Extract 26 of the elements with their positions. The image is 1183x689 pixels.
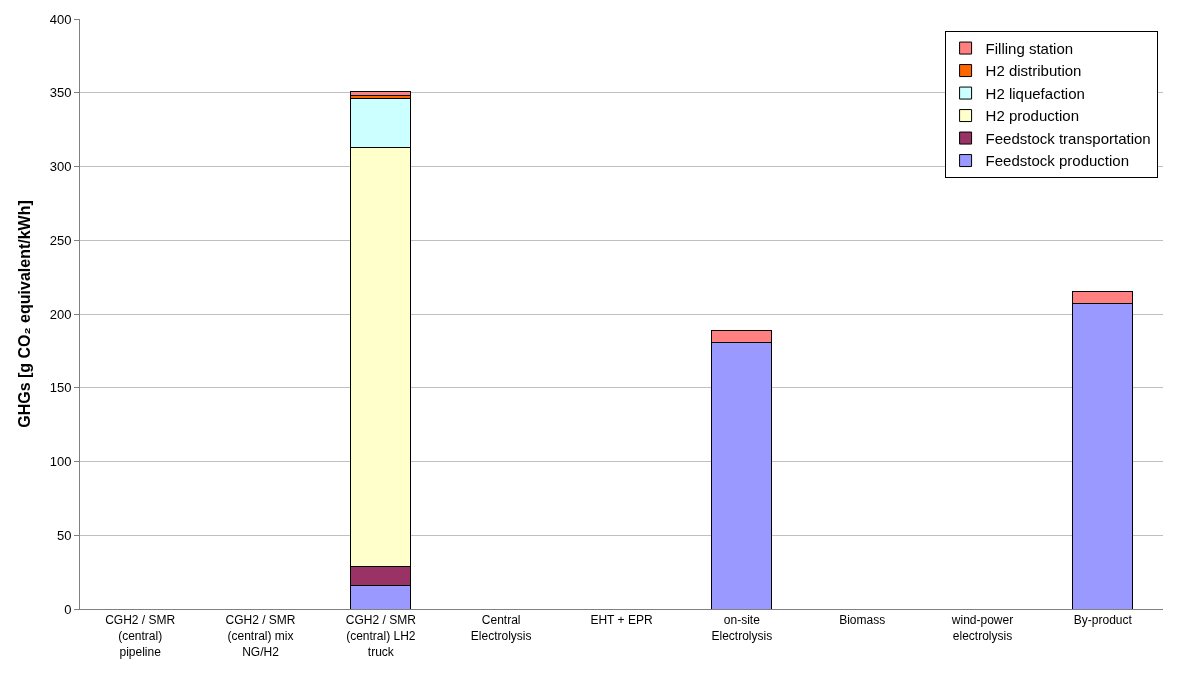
y-tick-label: 350: [49, 85, 72, 101]
x-tick-label: wind-power electrolysis: [950, 613, 1014, 643]
x-tick-label: By-product: [1073, 613, 1133, 628]
legend-label: Feedstock transportation: [985, 129, 1151, 147]
x-tick-label: Central Electrolysis: [470, 613, 532, 643]
y-tick-label: 250: [49, 232, 72, 248]
x-tick-label: Biomass: [839, 613, 886, 628]
y-tick-label: 200: [49, 306, 72, 322]
y-tick-label: 50: [56, 527, 72, 543]
x-tick-label: CGH2 / SMR (central) mix NG/H2: [225, 613, 296, 659]
bar: [350, 90, 412, 97]
legend-label: H2 liquefaction: [985, 84, 1085, 102]
y-tick-label: 400: [49, 11, 72, 27]
x-tick-label: CGH2 / SMR (central) LH2 truck: [345, 613, 417, 659]
y-tick-label: 150: [49, 380, 72, 396]
y-axis-title: GHGs [g CO₂ equivalent/kWh]: [15, 200, 33, 428]
x-tick-label: CGH2 / SMR (central) pipeline: [105, 613, 176, 659]
y-tick-label: 100: [49, 454, 72, 470]
legend-label: Feedstock production: [985, 152, 1130, 170]
x-tick-label: on-site Electrolysis: [711, 613, 773, 643]
x-tick-label: EHT + EPR: [590, 613, 653, 628]
y-tick-label: 300: [49, 159, 72, 175]
y-tick-label: 0: [64, 601, 72, 617]
legend-label: H2 production: [985, 107, 1079, 125]
legend-label: H2 distribution: [985, 62, 1082, 80]
legend-label: Filling station: [985, 39, 1074, 57]
